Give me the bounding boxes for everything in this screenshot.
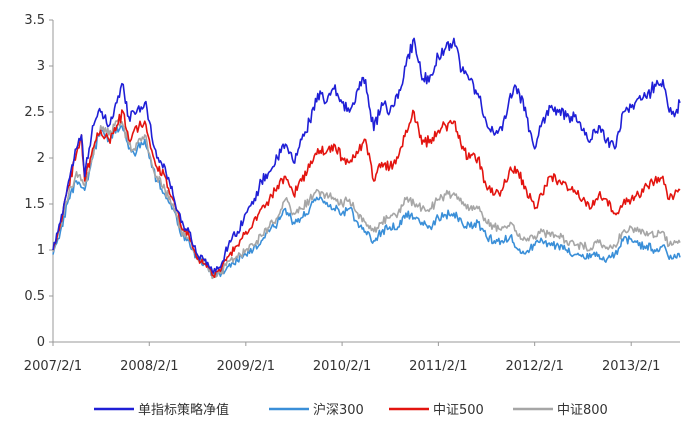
y-tick-label: 3 — [37, 59, 45, 74]
series-line-3 — [52, 119, 681, 280]
y-tick-label: 1.5 — [24, 197, 45, 212]
series-line-0 — [52, 37, 681, 274]
y-tick-label: 0 — [37, 335, 45, 350]
x-tick-label: 2008/2/1 — [120, 359, 178, 374]
legend-label-0: 单指标策略净值 — [138, 402, 229, 418]
legend: 单指标策略净值 沪深300 中证500 中证800 — [94, 402, 608, 418]
series-lines — [52, 37, 681, 280]
series-line-2 — [52, 109, 681, 278]
legend-label-1: 沪深300 — [313, 402, 364, 418]
y-tick-label: 1 — [37, 243, 45, 258]
y-tick-label: 0.5 — [24, 289, 45, 304]
legend-label-2: 中证500 — [433, 403, 484, 418]
axes: 0 0.5 1 1.5 2 2.5 3 3.5 2007/2/1 2008/2/1 2009/2/1… — [24, 13, 680, 374]
legend-label-3: 中证800 — [557, 403, 608, 418]
x-tick-label: 2009/2/1 — [217, 359, 275, 374]
x-tick-label: 2011/2/1 — [409, 359, 467, 374]
x-tick-label: 2013/2/1 — [602, 359, 660, 374]
x-tick-label: 2012/2/1 — [505, 359, 563, 374]
x-tick-label: 2007/2/1 — [24, 359, 82, 374]
y-tick-label: 2.5 — [24, 105, 45, 120]
y-tick-label: 3.5 — [24, 13, 45, 28]
x-tick-label: 2010/2/1 — [313, 359, 371, 374]
y-tick-label: 2 — [37, 151, 45, 166]
